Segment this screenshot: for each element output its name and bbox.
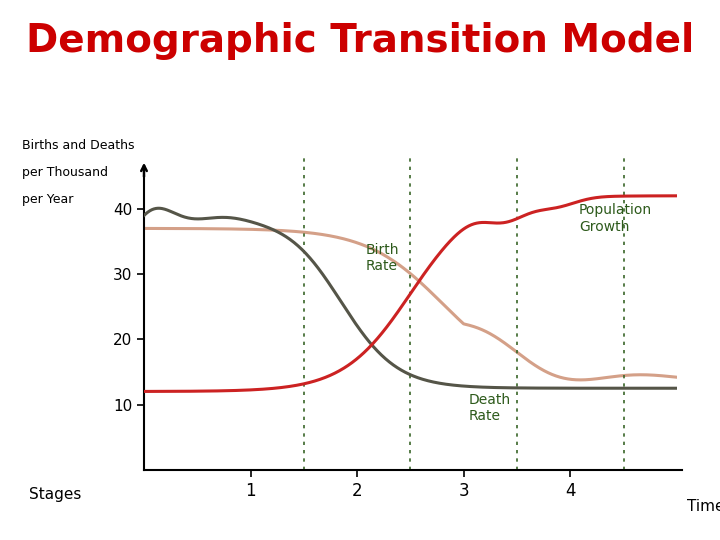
Text: per Year: per Year [22, 193, 73, 206]
Text: Birth
Rate: Birth Rate [366, 242, 399, 273]
Text: Stages: Stages [29, 487, 81, 502]
Text: Death
Rate: Death Rate [469, 393, 511, 423]
Text: Population
Growth: Population Growth [579, 204, 652, 234]
Text: Time: Time [688, 499, 720, 514]
Text: Births and Deaths: Births and Deaths [22, 139, 134, 152]
Text: Demographic Transition Model: Demographic Transition Model [26, 22, 694, 59]
Text: per Thousand: per Thousand [22, 166, 107, 179]
